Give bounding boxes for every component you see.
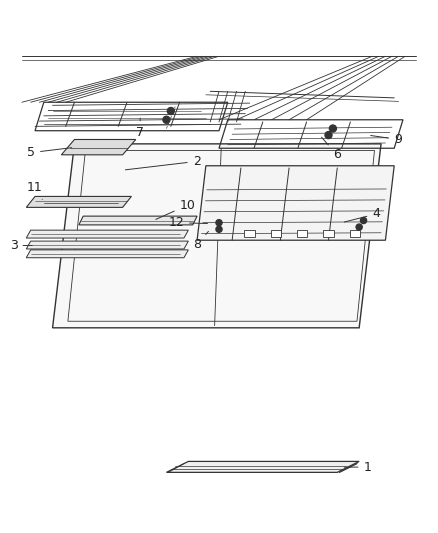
Text: 4: 4 <box>344 207 380 222</box>
Text: 8: 8 <box>193 231 208 251</box>
Bar <box>271 230 281 237</box>
Polygon shape <box>26 241 188 249</box>
Text: 12: 12 <box>168 216 208 229</box>
Text: 1: 1 <box>344 461 371 474</box>
Circle shape <box>356 224 362 230</box>
Polygon shape <box>53 144 381 328</box>
Circle shape <box>216 220 222 226</box>
Text: 5: 5 <box>27 146 72 159</box>
Text: 9: 9 <box>371 133 402 146</box>
Bar <box>297 230 307 237</box>
Circle shape <box>329 125 336 132</box>
Text: 3: 3 <box>10 239 32 252</box>
Text: 2: 2 <box>125 155 201 170</box>
Text: 11: 11 <box>26 181 42 199</box>
Polygon shape <box>197 166 394 240</box>
Polygon shape <box>26 197 131 207</box>
Text: 6: 6 <box>321 137 341 161</box>
Circle shape <box>216 226 222 232</box>
Circle shape <box>360 217 367 223</box>
Bar <box>323 230 334 237</box>
Polygon shape <box>26 250 188 258</box>
Polygon shape <box>61 140 136 155</box>
Circle shape <box>167 108 174 115</box>
Text: 7: 7 <box>136 118 144 139</box>
Circle shape <box>325 132 332 139</box>
Bar <box>244 230 255 237</box>
Bar <box>350 230 360 237</box>
Polygon shape <box>26 230 188 238</box>
Polygon shape <box>166 462 359 472</box>
Circle shape <box>163 116 170 123</box>
Text: 10: 10 <box>156 199 195 220</box>
Polygon shape <box>79 216 197 225</box>
